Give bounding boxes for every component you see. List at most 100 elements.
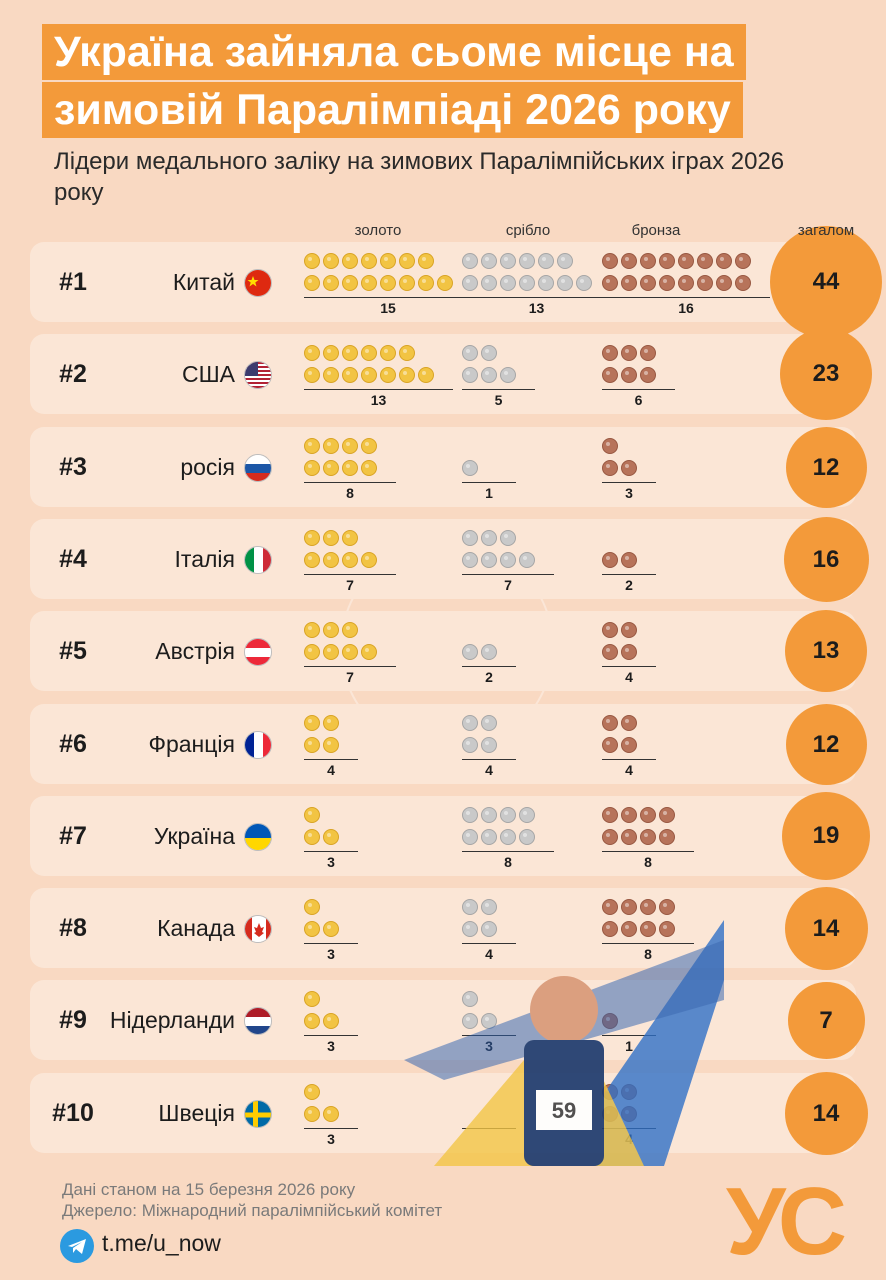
bronze-medal-icon — [602, 622, 618, 638]
gold-count: 8 — [346, 485, 354, 501]
table-row: #9 Нідерланди 3 3 1 7 — [30, 980, 865, 1060]
brand-logo: УС — [726, 1168, 847, 1275]
gold-medal-icon — [399, 345, 415, 361]
gold-underline — [304, 943, 358, 944]
silver-medal-icon — [462, 552, 478, 568]
silver-underline — [462, 297, 611, 298]
bronze-medal-icon — [621, 829, 637, 845]
bronze-medal-icon — [735, 275, 751, 291]
rank-label: #2 — [59, 360, 87, 388]
gold-medal-icon — [304, 438, 320, 454]
silver-medal-icon — [500, 552, 516, 568]
ukraine-flag-icon — [244, 823, 272, 851]
silver-underline — [462, 666, 516, 667]
silver-medal-icon — [576, 275, 592, 291]
bronze-underline — [602, 482, 656, 483]
silver-medal-icon — [462, 367, 478, 383]
bronze-medal-icon — [621, 899, 637, 915]
bronze-medal-icon — [659, 275, 675, 291]
rank-label: #5 — [59, 637, 87, 665]
bronze-underline — [602, 943, 694, 944]
bronze-underline — [602, 574, 656, 575]
gold-medal-icon — [323, 644, 339, 660]
bronze-medal-icon — [602, 737, 618, 753]
bronze-medal-icon — [602, 1106, 618, 1122]
gold-medal-icon — [361, 275, 377, 291]
gold-medal-icon — [304, 367, 320, 383]
table-row: #8 Канада 3 4 8 14 — [30, 886, 868, 970]
gold-medal-icon — [418, 367, 434, 383]
silver-medal-icon — [462, 899, 478, 915]
bronze-medal-icon — [602, 829, 618, 845]
rank-label: #8 — [59, 914, 87, 942]
silver-medal-icon — [500, 275, 516, 291]
silver-medal-icon — [538, 253, 554, 269]
gold-medal-icon — [304, 1013, 320, 1029]
silver-medal-icon — [500, 367, 516, 383]
bronze-medal-icon — [659, 829, 675, 845]
gold-medal-icon — [304, 737, 320, 753]
bronze-medal-icon — [678, 253, 694, 269]
bronze-medal-icon — [621, 1084, 637, 1100]
gold-medal-icon — [323, 552, 339, 568]
rank-label: #4 — [59, 545, 87, 573]
gold-medal-icon — [323, 737, 339, 753]
gold-medal-icon — [380, 345, 396, 361]
bronze-medal-icon — [602, 345, 618, 361]
gold-medal-icon — [361, 644, 377, 660]
bronze-underline — [602, 759, 656, 760]
total-medals-bubble: 19 — [782, 792, 870, 880]
telegram-icon[interactable] — [60, 1229, 94, 1263]
gold-underline — [304, 851, 358, 852]
bronze-count: 3 — [625, 485, 633, 501]
bronze-medal-icon — [602, 1084, 618, 1100]
total-medals-bubble: 12 — [785, 426, 867, 508]
bronze-count: 6 — [634, 392, 643, 408]
gold-medal-icon — [323, 1106, 339, 1122]
table-row: #7 Україна 3 8 8 19 — [30, 792, 870, 880]
page-title-line-1: Україна зайняла сьоме місце на — [42, 24, 746, 80]
gold-count: 4 — [327, 762, 335, 778]
total-medals-bubble: 23 — [780, 328, 872, 420]
austria-flag-icon — [244, 638, 272, 666]
gold-medals: 4 — [304, 712, 358, 778]
gold-medal-icon — [361, 253, 377, 269]
gold-medal-icon — [399, 253, 415, 269]
page-title-line-2: зимовій Паралімпіаді 2026 року — [42, 82, 743, 138]
silver-medal-icon — [462, 345, 478, 361]
silver-medals: 4 — [462, 712, 516, 778]
gold-medal-icon — [304, 1106, 320, 1122]
gold-medal-icon — [304, 807, 320, 823]
bronze-medal-icon — [621, 367, 637, 383]
country-name: Україна — [153, 823, 235, 849]
silver-medal-icon — [481, 715, 497, 731]
gold-medals: 3 — [304, 1081, 358, 1147]
gold-medal-icon — [342, 644, 358, 660]
gold-medal-icon — [323, 438, 339, 454]
silver-medals: 13 — [462, 250, 611, 316]
bronze-medal-icon — [602, 275, 618, 291]
gold-medals: 13 — [304, 342, 453, 408]
silver-medal-icon — [462, 715, 478, 731]
silver-count: 7 — [504, 577, 512, 593]
bronze-medal-icon — [621, 345, 637, 361]
silver-medal-icon — [500, 807, 516, 823]
total-medals-bubble: 14 — [784, 1071, 868, 1155]
gold-medal-icon — [304, 622, 320, 638]
silver-medal-icon — [481, 807, 497, 823]
gold-medal-icon — [323, 622, 339, 638]
bronze-medal-icon — [621, 921, 637, 937]
total-medals-bubble: 12 — [785, 703, 867, 785]
bronze-medal-icon — [621, 1106, 637, 1122]
bronze-medal-icon — [602, 807, 618, 823]
telegram-link[interactable]: t.me/u_now — [102, 1230, 221, 1256]
bronze-medal-icon — [640, 807, 656, 823]
gold-count: 3 — [327, 1131, 335, 1147]
silver-count: 8 — [504, 854, 512, 870]
silver-medal-icon — [557, 253, 573, 269]
gold-underline — [304, 1128, 358, 1129]
gold-count: 7 — [346, 577, 354, 593]
gold-medal-icon — [380, 367, 396, 383]
gold-medal-icon — [323, 829, 339, 845]
gold-medal-icon — [323, 367, 339, 383]
